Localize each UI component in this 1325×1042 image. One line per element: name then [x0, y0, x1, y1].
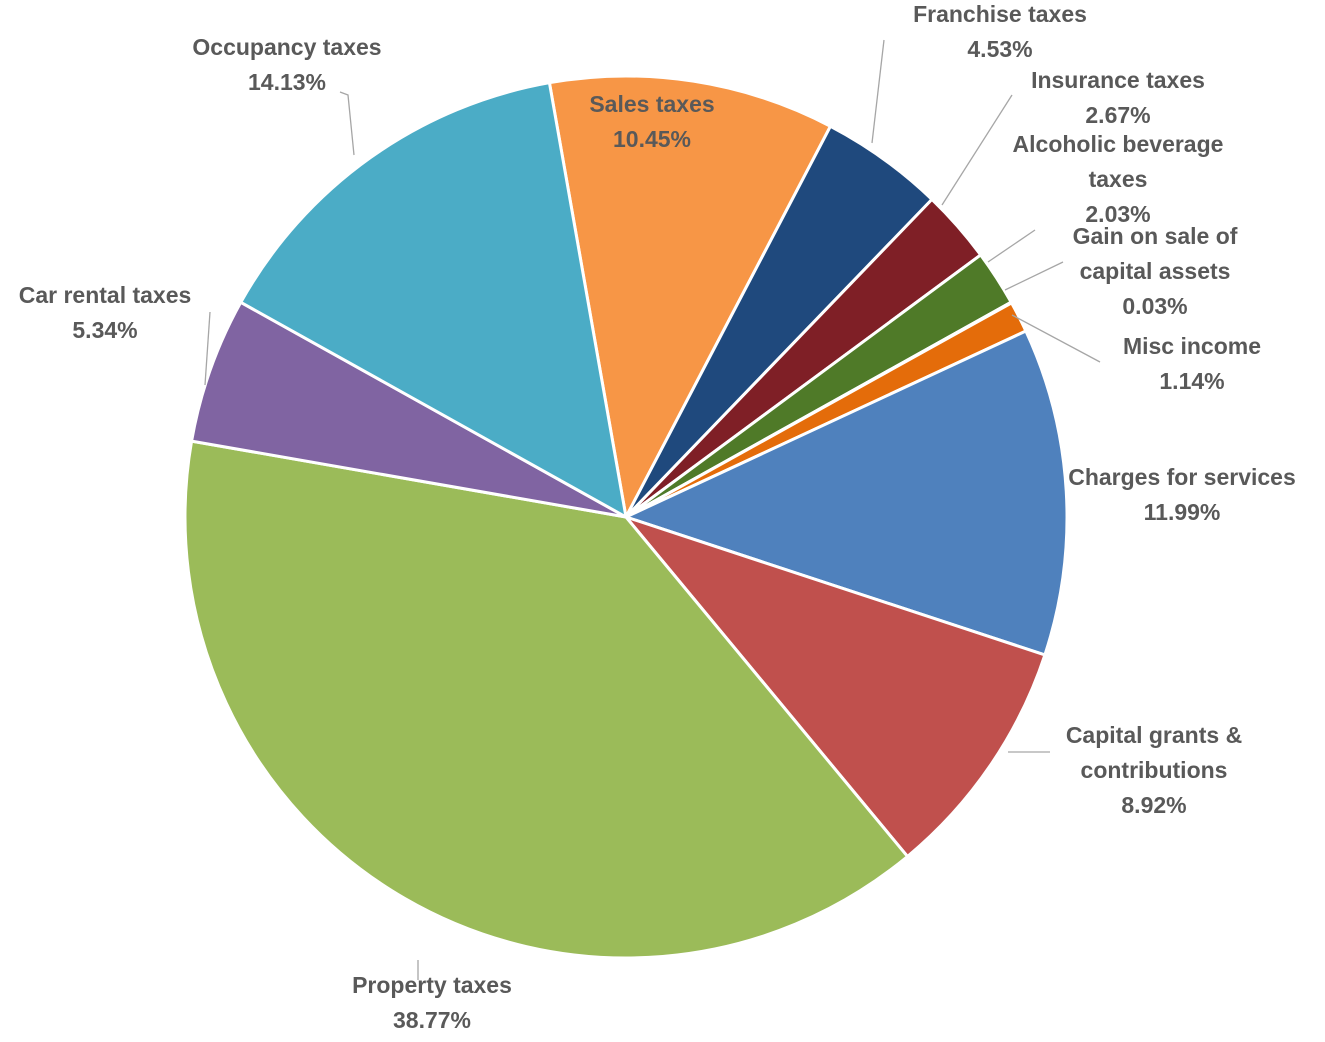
label-name-line: Capital grants & [1066, 722, 1242, 748]
data-label-alcoholic-beverage-taxes: Alcoholic beverage taxes 2.03% [1013, 131, 1224, 227]
pie-slice-capital-grants-contributions [624, 515, 1047, 858]
leader-line-misc-income [1011, 314, 1101, 363]
data-label-misc-income: Misc income 1.14% [1123, 333, 1261, 394]
label-name-line: Franchise taxes [913, 1, 1087, 27]
data-label-car-rental-taxes: Car rental taxes 5.34% [19, 282, 192, 343]
labels-layer: Sales taxes 10.45% Franchise taxes 4.53% Ins… [19, 1, 1296, 1033]
label-percent: 11.99% [1144, 499, 1221, 525]
label-name-line: Property taxes [352, 972, 512, 998]
label-percent: 8.92% [1121, 792, 1186, 818]
pie-slice-property-taxes [183, 439, 909, 960]
label-percent: 14.13% [248, 69, 326, 95]
label-name-line: Insurance taxes [1031, 67, 1205, 93]
label-name-line: Alcoholic beverage [1013, 131, 1224, 157]
leader-line-alcoholic-beverage-taxes [987, 229, 1036, 263]
data-label-insurance-taxes: Insurance taxes 2.67% [1031, 67, 1205, 128]
label-name-line: Misc income [1123, 333, 1261, 359]
label-name-line: contributions [1081, 757, 1228, 783]
data-label-property-taxes: Property taxes 38.77% [352, 972, 512, 1033]
data-label-gain-on-sale-of-capital-assets: Gain on sale of capital assets 0.03% [1073, 223, 1238, 319]
label-percent: 4.53% [967, 36, 1032, 62]
label-name-line: Sales taxes [589, 91, 714, 117]
label-percent: 5.34% [72, 317, 137, 343]
label-name-line: Charges for services [1068, 464, 1296, 490]
label-name-line: Occupancy taxes [192, 34, 381, 60]
label-percent: 10.45% [613, 126, 691, 152]
label-percent: 2.67% [1085, 102, 1150, 128]
leader-line-gain-on-sale-of-capital-assets [1004, 261, 1064, 291]
label-name-line: Car rental taxes [19, 282, 192, 308]
leader-line-car-rental-taxes [204, 311, 211, 386]
leader-line-franchise-taxes [871, 39, 885, 144]
leader-line-insurance-taxes [941, 94, 1013, 206]
pie-slice-charges-for-services [624, 329, 1069, 657]
label-name-line: capital assets [1080, 258, 1231, 284]
leader-lines-layer [204, 39, 1101, 980]
pie-slice-car-rental-taxes [190, 300, 628, 519]
label-percent: 0.03% [1122, 293, 1187, 319]
data-label-occupancy-taxes: Occupancy taxes 14.13% [192, 34, 381, 95]
label-percent: 2.03% [1085, 201, 1150, 227]
slices-layer [183, 74, 1069, 960]
data-label-charges-for-services: Charges for services 11.99% [1068, 464, 1296, 525]
leader-line-occupancy-taxes [339, 91, 355, 156]
label-name-line: taxes [1089, 166, 1148, 192]
data-label-capital-grants-contributions: Capital grants & contributions 8.92% [1066, 722, 1242, 818]
label-percent: 38.77% [393, 1007, 471, 1033]
label-name-line: Gain on sale of [1073, 223, 1238, 249]
data-label-sales-taxes: Sales taxes 10.45% [589, 91, 714, 152]
data-label-franchise-taxes: Franchise taxes 4.53% [913, 1, 1087, 62]
pie-slice-sales-taxes [547, 74, 832, 519]
label-percent: 1.14% [1159, 368, 1224, 394]
pie-slice-occupancy-taxes [239, 81, 628, 519]
